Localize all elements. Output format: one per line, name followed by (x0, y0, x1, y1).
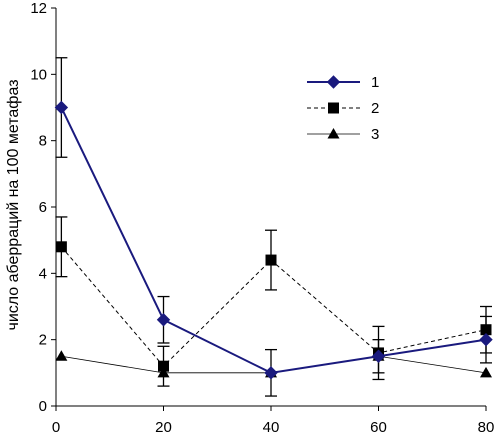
series-1-point (54, 100, 69, 115)
legend-label-3: 3 (371, 126, 379, 143)
y-tick-label: 10 (30, 66, 47, 83)
series-2 (55, 216, 492, 387)
series-1-line (60, 107, 487, 374)
y-tick-label: 8 (39, 133, 47, 150)
y-tick-label: 4 (39, 265, 47, 282)
legend: 1 2 3 (307, 74, 379, 143)
series-3-point (55, 350, 68, 361)
axes (51, 7, 487, 411)
legend-marker-3 (327, 128, 340, 139)
legend-label-1: 1 (371, 74, 379, 91)
series-3-point (480, 366, 492, 378)
series-2-point (158, 360, 169, 372)
y-tick-label: 6 (39, 199, 47, 216)
x-tick-label: 60 (370, 419, 387, 436)
y-tick-label: 12 (30, 0, 47, 17)
x-tick-label: 20 (155, 419, 172, 436)
y-tick-label: 0 (39, 398, 47, 415)
series-group (54, 57, 493, 397)
legend-marker-2 (328, 102, 339, 114)
series-1 (54, 57, 493, 397)
x-tick-label: 40 (263, 419, 280, 436)
series-1-point (156, 313, 171, 327)
series-1-point (479, 332, 493, 347)
legend-label-2: 2 (371, 100, 379, 117)
y-axis-title: число аберраций на 100 метафаз (5, 79, 22, 330)
series-1-point (371, 349, 386, 363)
legend-marker-1 (326, 75, 341, 89)
x-tick-label: 0 (52, 419, 60, 436)
series-1-point (264, 366, 278, 380)
x-tick-label: 80 (478, 419, 495, 436)
y-tick-label: 2 (39, 332, 47, 349)
series-2-point (55, 241, 67, 253)
series-2-point (265, 254, 277, 266)
